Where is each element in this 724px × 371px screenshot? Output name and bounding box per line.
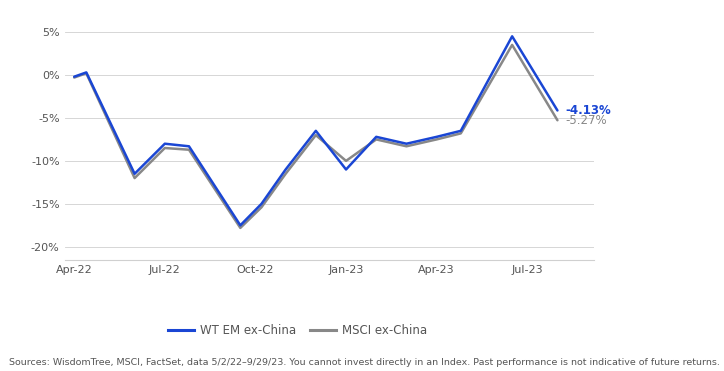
Legend: WT EM ex-China, MSCI ex-China: WT EM ex-China, MSCI ex-China: [164, 319, 432, 342]
Text: -5.27%: -5.27%: [565, 114, 607, 127]
Text: -4.13%: -4.13%: [565, 104, 611, 117]
Text: Sources: WisdomTree, MSCI, FactSet, data 5/2/22–9/29/23. You cannot invest direc: Sources: WisdomTree, MSCI, FactSet, data…: [9, 358, 720, 367]
